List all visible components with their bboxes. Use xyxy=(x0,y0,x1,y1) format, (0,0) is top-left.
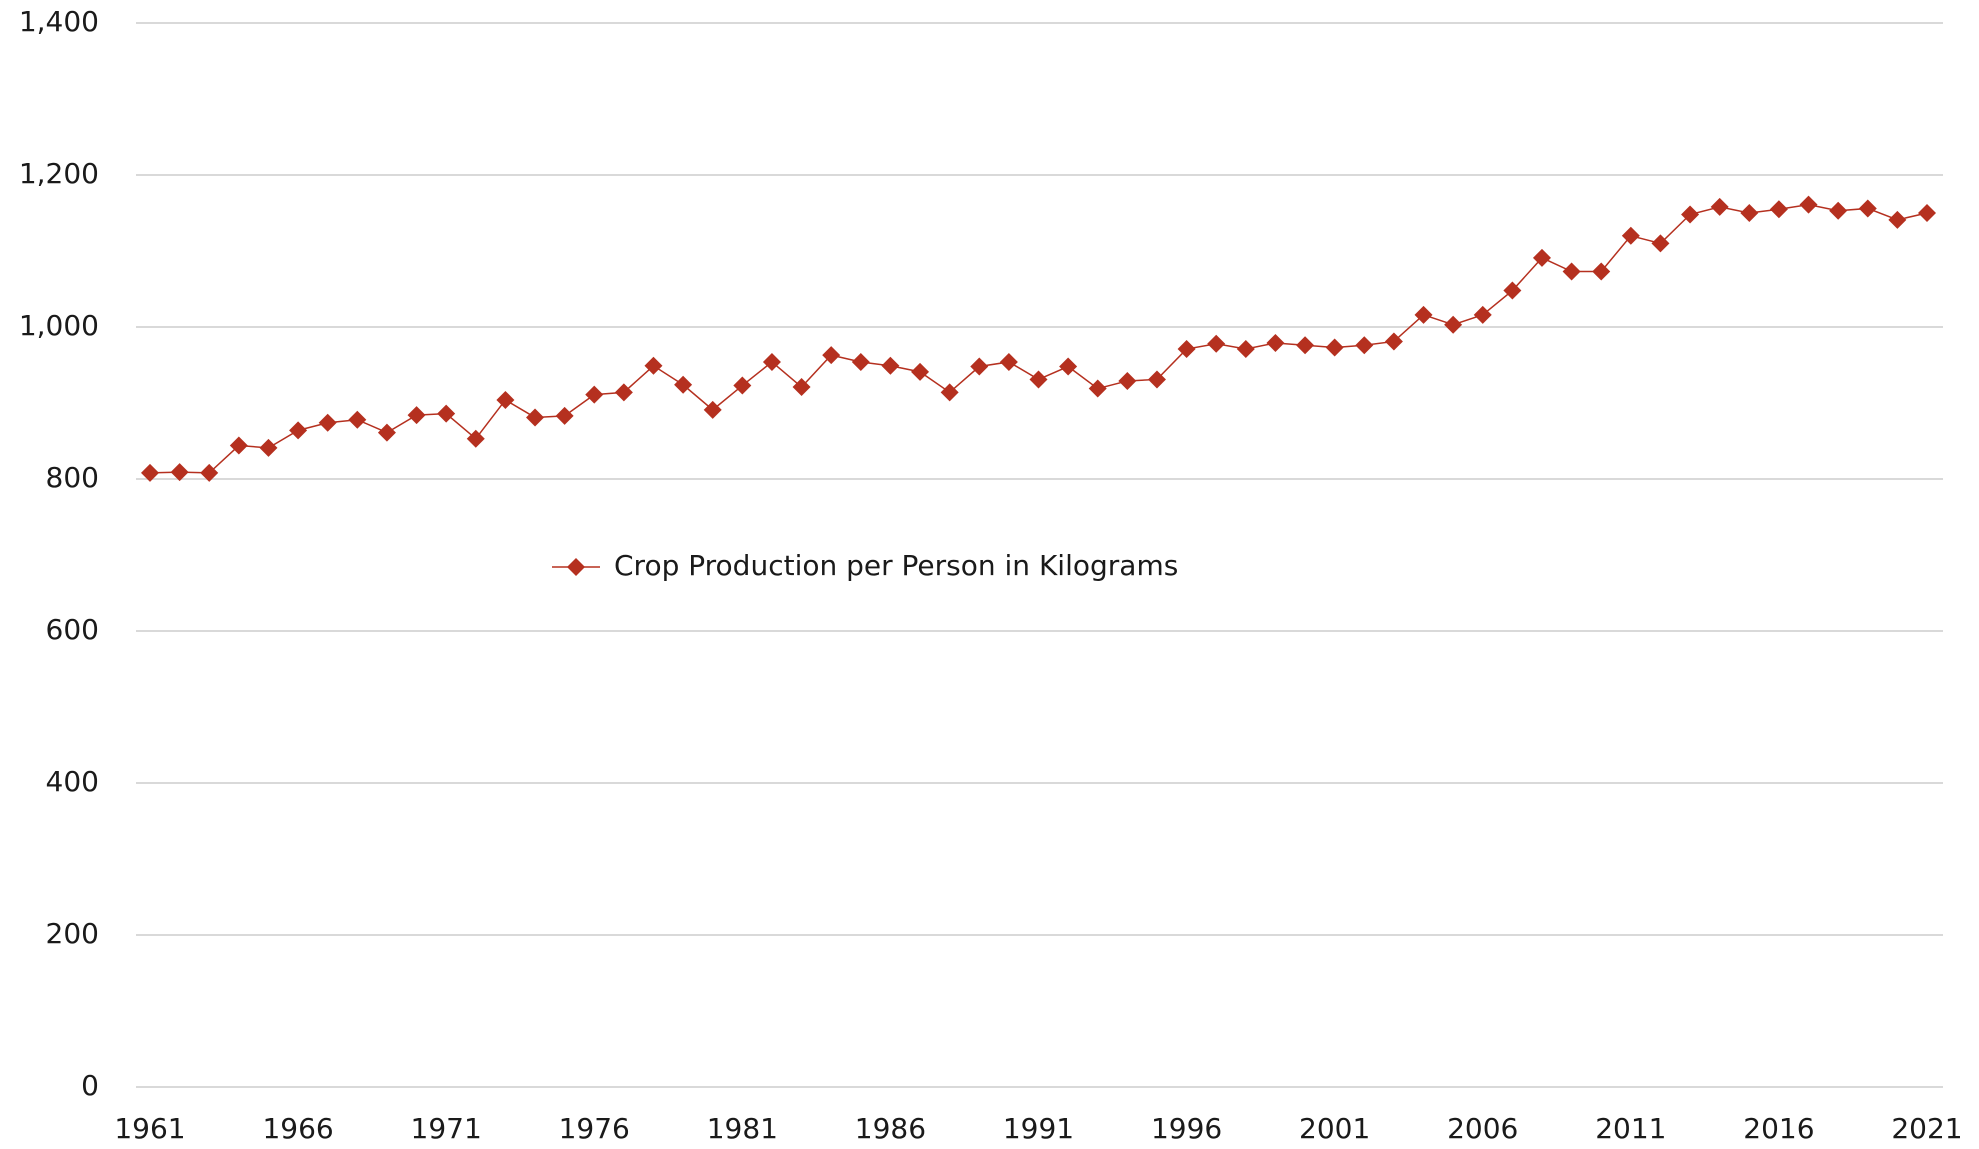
point-marker xyxy=(1503,281,1522,300)
point-marker xyxy=(792,378,811,397)
point-marker xyxy=(1621,226,1640,245)
x-tick-label: 1961 xyxy=(114,1112,185,1145)
y-tick-label: 1,400 xyxy=(19,5,99,38)
point-marker xyxy=(644,356,663,375)
point-marker xyxy=(289,421,308,440)
point-marker xyxy=(318,413,337,432)
point-marker xyxy=(1473,305,1492,324)
point-marker xyxy=(999,352,1018,371)
point-marker xyxy=(1829,201,1848,220)
point-marker xyxy=(1266,333,1285,352)
point-marker xyxy=(762,352,781,371)
y-tick-label: 600 xyxy=(46,613,99,646)
x-tick-label: 2006 xyxy=(1447,1112,1518,1145)
point-marker xyxy=(555,406,574,425)
point-marker xyxy=(437,404,456,423)
point-marker xyxy=(1918,204,1936,222)
point-marker xyxy=(1147,370,1166,389)
point-marker xyxy=(1325,338,1344,357)
legend-marker xyxy=(567,558,585,576)
point-marker xyxy=(585,385,604,404)
point-marker xyxy=(526,408,545,427)
x-tick-label: 1986 xyxy=(855,1112,926,1145)
x-tick-label: 2021 xyxy=(1891,1112,1962,1145)
point-marker xyxy=(141,463,159,482)
point-marker xyxy=(614,383,633,402)
y-tick-label: 1,000 xyxy=(19,309,99,342)
point-marker xyxy=(851,352,870,371)
point-marker xyxy=(733,376,752,395)
point-marker xyxy=(466,429,485,448)
point-marker xyxy=(259,438,278,457)
x-tick-label: 2011 xyxy=(1595,1112,1666,1145)
point-marker xyxy=(1799,195,1818,214)
point-marker xyxy=(200,463,219,482)
point-marker xyxy=(1710,197,1729,216)
point-marker xyxy=(911,362,930,381)
point-marker xyxy=(1207,334,1226,353)
point-marker xyxy=(1414,305,1433,324)
point-marker xyxy=(1562,262,1581,281)
point-marker xyxy=(1858,199,1877,218)
point-marker xyxy=(1059,357,1078,376)
y-tick-label: 200 xyxy=(46,917,99,950)
y-tick-label: 400 xyxy=(46,765,99,798)
x-tick-label: 1996 xyxy=(1151,1112,1222,1145)
point-marker xyxy=(377,423,396,442)
point-marker xyxy=(496,390,515,409)
point-marker xyxy=(1888,210,1907,229)
point-marker xyxy=(822,346,841,365)
point-marker xyxy=(940,383,959,402)
point-marker xyxy=(229,436,248,455)
x-tick-label: 1966 xyxy=(262,1112,333,1145)
x-tick-label: 1971 xyxy=(411,1112,482,1145)
point-marker xyxy=(1029,370,1048,389)
legend-label: Crop Production per Person in Kilograms xyxy=(614,549,1178,582)
point-marker xyxy=(1681,205,1700,224)
point-marker xyxy=(1384,332,1403,351)
y-tick-label: 1,200 xyxy=(19,157,99,190)
point-marker xyxy=(1236,340,1255,359)
x-tick-label: 1981 xyxy=(707,1112,778,1145)
y-tick-label: 0 xyxy=(81,1069,99,1102)
point-marker xyxy=(407,406,426,425)
point-marker xyxy=(1740,204,1759,222)
y-tick-label: 800 xyxy=(46,461,99,494)
point-marker xyxy=(1532,248,1551,267)
x-tick-label: 2016 xyxy=(1743,1112,1814,1145)
x-tick-label: 1976 xyxy=(559,1112,630,1145)
point-marker xyxy=(970,357,989,376)
point-marker xyxy=(1651,234,1670,253)
point-marker xyxy=(348,410,367,429)
point-marker xyxy=(1177,340,1196,359)
x-tick-label: 2001 xyxy=(1299,1112,1370,1145)
point-marker xyxy=(1592,262,1611,281)
point-marker xyxy=(703,400,722,419)
point-marker xyxy=(1444,315,1463,334)
point-marker xyxy=(1355,336,1374,355)
point-marker xyxy=(1769,200,1788,219)
x-tick-label: 1991 xyxy=(1003,1112,1074,1145)
point-marker xyxy=(881,356,900,375)
point-marker xyxy=(1296,336,1315,355)
point-marker xyxy=(674,375,693,394)
point-marker xyxy=(170,463,189,482)
point-marker xyxy=(1088,379,1107,398)
point-marker xyxy=(1118,371,1137,390)
